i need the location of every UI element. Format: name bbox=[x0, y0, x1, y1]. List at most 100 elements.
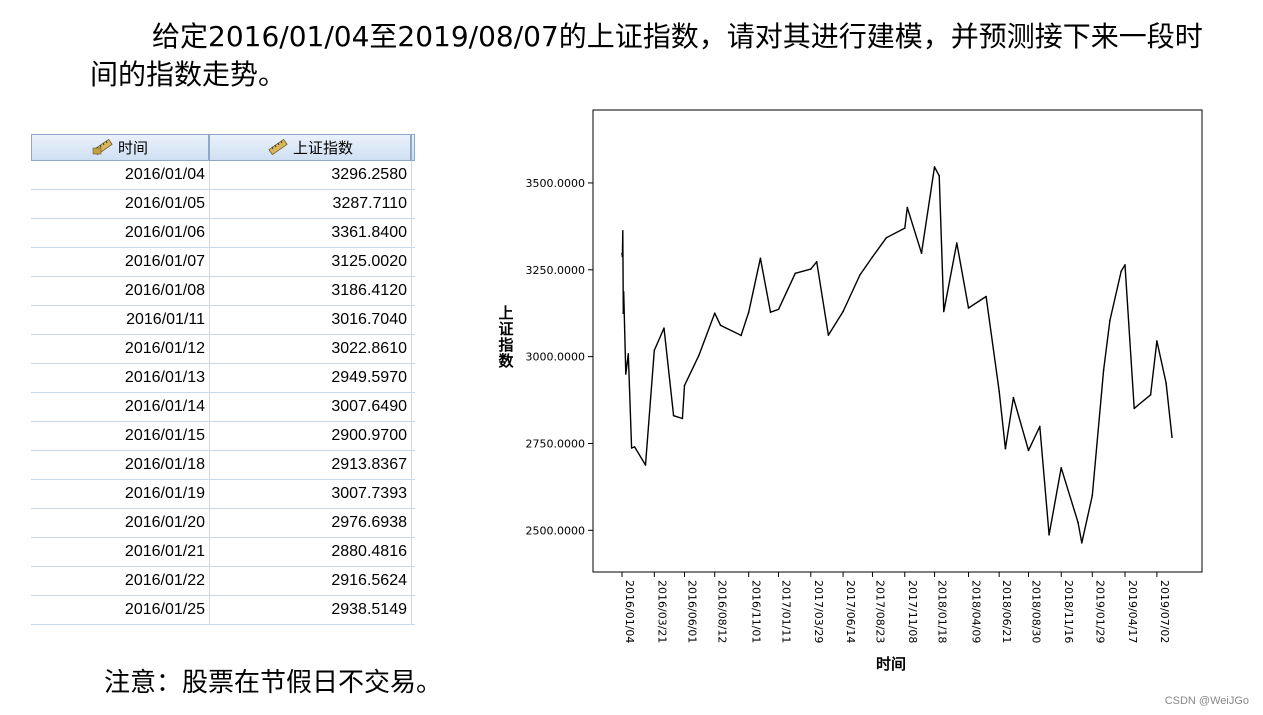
time-cell[interactable]: 2016/01/25 bbox=[31, 596, 210, 624]
index-cell[interactable]: 2913.8367 bbox=[210, 451, 412, 479]
data-point bbox=[906, 206, 909, 209]
index-cell[interactable]: 3296.2580 bbox=[210, 161, 412, 189]
time-cell[interactable]: 2016/01/08 bbox=[31, 277, 210, 305]
data-point bbox=[1060, 466, 1063, 469]
x-tick-label: 2017/08/23 bbox=[873, 580, 886, 643]
data-point bbox=[938, 174, 940, 177]
data-point bbox=[871, 256, 874, 258]
time-cell[interactable]: 2016/01/19 bbox=[31, 480, 210, 508]
data-point bbox=[644, 464, 647, 466]
time-cell[interactable]: 2016/01/06 bbox=[31, 219, 210, 247]
y-tick-label: 2500.0000 bbox=[526, 524, 586, 537]
table-row[interactable]: 2016/01/25 2938.5149 bbox=[31, 596, 415, 625]
table-row[interactable]: 2016/01/12 3022.8610 bbox=[31, 335, 415, 364]
data-point bbox=[759, 257, 762, 260]
data-grid[interactable]: 时间 上证指数 2016/01/04 3296.2580 2016/01/05 328… bbox=[31, 134, 415, 628]
data-point bbox=[955, 242, 958, 244]
table-row[interactable]: 2016/01/11 3016.7040 bbox=[31, 306, 415, 335]
data-point bbox=[1120, 270, 1123, 272]
time-cell[interactable]: 2016/01/22 bbox=[31, 567, 210, 595]
table-row[interactable]: 2016/01/06 3361.8400 bbox=[31, 219, 415, 248]
index-cell[interactable]: 3186.4120 bbox=[210, 277, 412, 305]
time-cell[interactable]: 2016/01/15 bbox=[31, 422, 210, 450]
x-tick-label: 2017/11/08 bbox=[906, 580, 919, 643]
index-cell[interactable]: 2916.5624 bbox=[210, 567, 412, 595]
time-cell[interactable]: 2016/01/20 bbox=[31, 509, 210, 537]
table-row[interactable]: 2016/01/21 2880.4816 bbox=[31, 538, 415, 567]
x-tick-label: 2018/06/21 bbox=[1000, 580, 1013, 643]
data-point bbox=[621, 253, 623, 255]
time-cell[interactable]: 2016/01/07 bbox=[31, 248, 210, 276]
y-axis-title: 上证指数 bbox=[498, 304, 514, 370]
index-cell[interactable]: 3016.7040 bbox=[210, 306, 412, 334]
data-point bbox=[933, 166, 936, 168]
index-cell[interactable]: 3007.6490 bbox=[210, 393, 412, 421]
data-point bbox=[1091, 494, 1094, 497]
time-cell[interactable]: 2016/01/04 bbox=[31, 161, 210, 189]
data-point bbox=[769, 311, 772, 313]
index-cell[interactable]: 2976.6938 bbox=[210, 509, 412, 537]
time-cell[interactable]: 2016/01/05 bbox=[31, 190, 210, 218]
time-cell[interactable]: 2016/01/12 bbox=[31, 335, 210, 363]
time-cell[interactable]: 2016/01/21 bbox=[31, 538, 210, 566]
index-cell[interactable]: 3007.7393 bbox=[210, 480, 412, 508]
grid-header: 时间 上证指数 bbox=[31, 134, 415, 161]
table-row[interactable]: 2016/01/04 3296.2580 bbox=[31, 161, 415, 190]
table-row[interactable]: 2016/01/05 3287.7110 bbox=[31, 190, 415, 219]
data-point bbox=[627, 353, 630, 355]
x-tick-label: 2019/01/29 bbox=[1093, 580, 1106, 643]
data-point bbox=[624, 373, 627, 375]
data-point bbox=[920, 252, 923, 254]
table-row[interactable]: 2016/01/19 3007.7393 bbox=[31, 480, 415, 509]
data-point bbox=[815, 261, 818, 263]
index-cell[interactable]: 3361.8400 bbox=[210, 219, 412, 247]
data-point bbox=[1077, 521, 1079, 524]
plot-frame bbox=[592, 109, 1203, 573]
index-cell[interactable]: 2900.9700 bbox=[210, 422, 412, 450]
data-point bbox=[1027, 449, 1030, 452]
index-cell[interactable]: 2949.5970 bbox=[210, 364, 412, 392]
time-cell[interactable]: 2016/01/13 bbox=[31, 364, 210, 392]
watermark: CSDN @WeiJGo bbox=[1164, 695, 1249, 707]
column-header-time[interactable]: 时间 bbox=[31, 134, 209, 161]
data-point bbox=[842, 310, 844, 313]
index-cell[interactable]: 3125.0020 bbox=[210, 248, 412, 276]
time-cell[interactable]: 2016/01/14 bbox=[31, 393, 210, 421]
index-cell[interactable]: 3287.7110 bbox=[210, 190, 412, 218]
y-tick-label: 3000.0000 bbox=[526, 351, 586, 364]
column-header-label: 时间 bbox=[117, 139, 148, 157]
index-cell[interactable]: 2938.5149 bbox=[210, 596, 412, 624]
data-point bbox=[681, 417, 684, 420]
data-point bbox=[719, 324, 722, 327]
ruler-icon bbox=[267, 137, 289, 159]
intro-paragraph: 给定2016/01/04至2019/08/07的上证指数，请对其进行建模，并预测… bbox=[90, 18, 1230, 94]
table-row[interactable]: 2016/01/08 3186.4120 bbox=[31, 277, 415, 306]
table-row[interactable]: 2016/01/18 2913.8367 bbox=[31, 451, 415, 480]
data-point bbox=[622, 291, 625, 293]
data-point bbox=[713, 312, 716, 315]
y-tick-label: 3500.0000 bbox=[526, 177, 586, 190]
table-row[interactable]: 2016/01/15 2900.9700 bbox=[31, 422, 415, 451]
table-row[interactable]: 2016/01/20 2976.6938 bbox=[31, 509, 415, 538]
data-point bbox=[1171, 436, 1173, 439]
index-cell[interactable]: 3022.8610 bbox=[210, 335, 412, 363]
table-row[interactable]: 2016/01/22 2916.5624 bbox=[31, 567, 415, 596]
data-point bbox=[1081, 542, 1083, 544]
table-row[interactable]: 2016/01/14 3007.6490 bbox=[31, 393, 415, 422]
data-point bbox=[1102, 369, 1105, 371]
data-point bbox=[885, 237, 888, 239]
column-header-index[interactable]: 上证指数 bbox=[209, 134, 411, 161]
data-point bbox=[683, 384, 686, 387]
table-row[interactable]: 2016/01/07 3125.0020 bbox=[31, 248, 415, 277]
x-tick-label: 2019/04/17 bbox=[1126, 580, 1139, 643]
note-text: 注意：股票在节假日不交易。 bbox=[104, 668, 443, 698]
data-point bbox=[1149, 394, 1152, 396]
y-tick-label: 3250.0000 bbox=[526, 264, 586, 277]
index-cell[interactable]: 2880.4816 bbox=[210, 538, 412, 566]
time-cell[interactable]: 2016/01/11 bbox=[31, 306, 210, 334]
data-point bbox=[1039, 425, 1041, 428]
table-row[interactable]: 2016/01/13 2949.5970 bbox=[31, 364, 415, 393]
intro-text: 给定2016/01/04至2019/08/07的上证指数，请对其进行建模，并预测… bbox=[90, 20, 1203, 91]
data-point bbox=[630, 447, 633, 449]
time-cell[interactable]: 2016/01/18 bbox=[31, 451, 210, 479]
